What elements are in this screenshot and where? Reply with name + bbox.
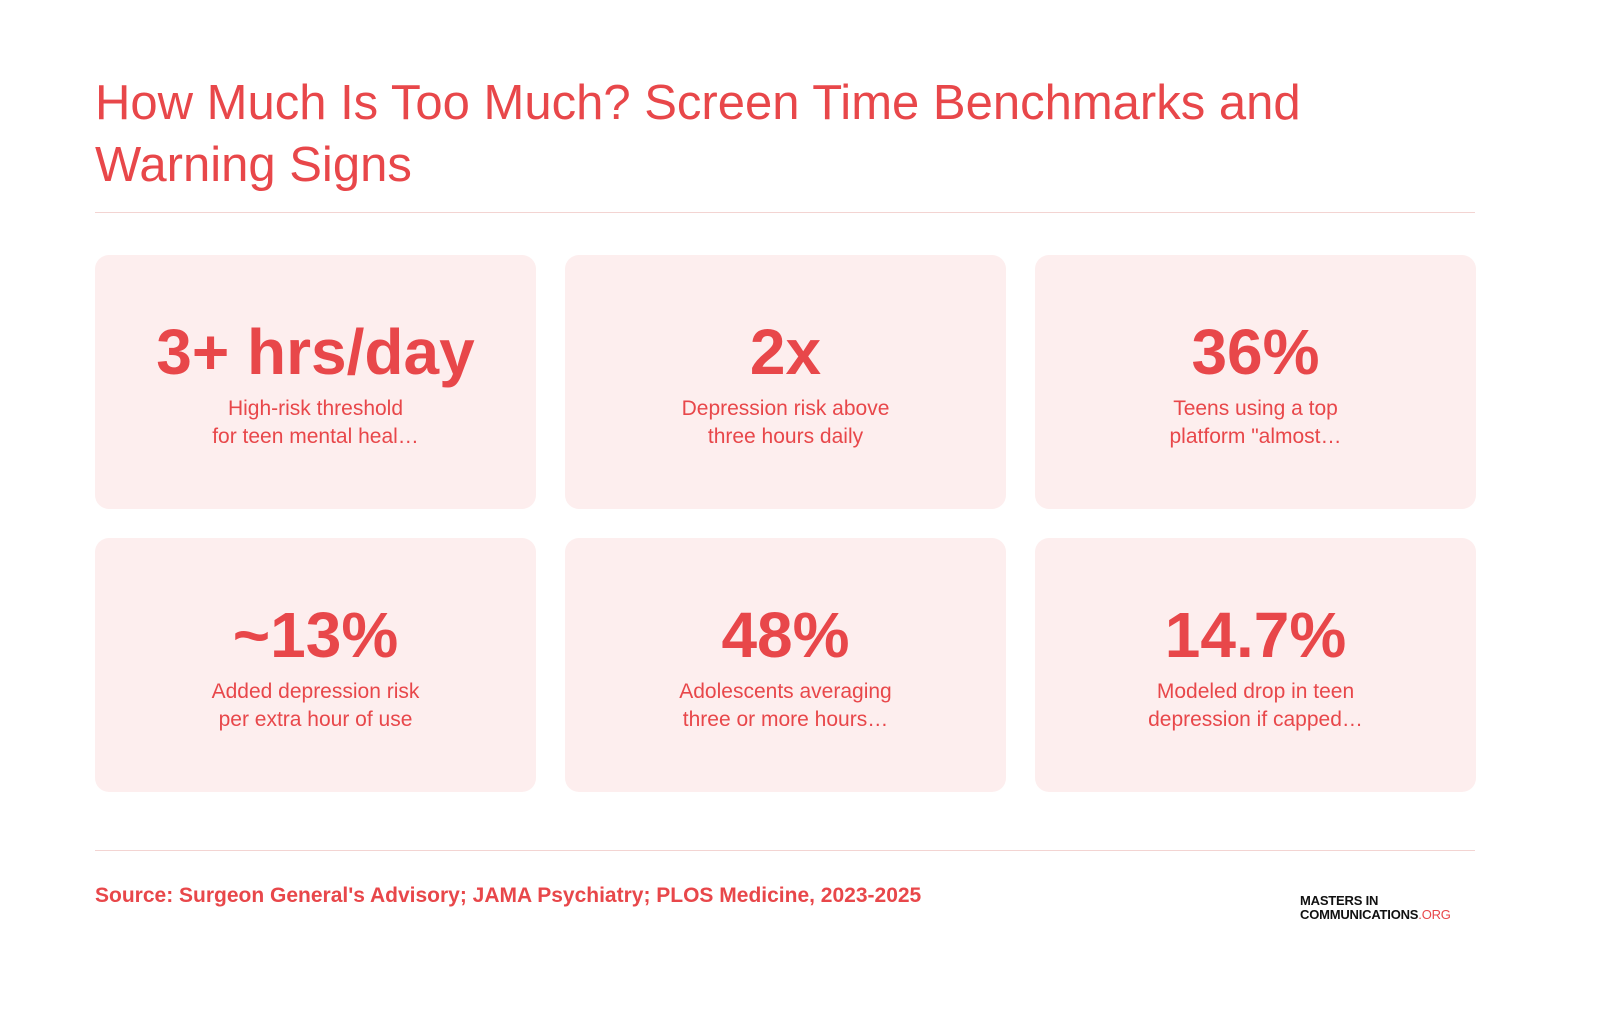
divider [95,212,1475,213]
stat-description: Added depression risk per extra hour of u… [212,678,420,734]
stat-description: Depression risk above three hours daily [682,395,890,451]
stat-card: 36% Teens using a top platform "almost… [1035,255,1476,509]
stat-card: 48% Adolescents averaging three or more ho… [565,538,1006,792]
stat-value: 48% [721,599,850,671]
stat-card: 3+ hrs/day High-risk threshold for teen me… [95,255,536,509]
stat-value: ~13% [232,599,399,671]
stat-value: 14.7% [1164,599,1347,671]
stat-card: ~13% Added depression risk per extra hour … [95,538,536,792]
logo-text: COMMUNICATIONS [1300,907,1419,922]
description-line: Modeled drop in teen [1156,680,1355,703]
description-line: Teens using a top [1173,397,1338,420]
description-line: three hours daily [707,425,864,448]
logo: MASTERS IN COMMUNICATIONS.ORG [1300,894,1451,922]
divider [95,850,1475,851]
description-line: three or more hours… [682,708,889,731]
description-line: High-risk threshold [227,397,404,420]
description-line: Adolescents averaging [679,680,892,703]
stat-value: 36% [1191,316,1320,388]
logo-line: MASTERS IN [1300,893,1379,908]
source: Source: Surgeon General's Advisory; JAMA… [95,884,922,907]
description-line: per extra hour of use [218,708,413,731]
stat-card: 2x Depression risk above three hours daily [565,255,1006,509]
stat-value: 3+ hrs/day [156,316,475,388]
stat-description: Adolescents averaging three or more hours… [679,678,891,734]
stat-description: Teens using a top platform "almost… [1170,395,1342,451]
stat-value: 2x [749,316,822,388]
description-line: Added depression risk [211,680,420,703]
stat-description: High-risk threshold for teen mental heal… [212,395,419,451]
logo-line: COMMUNICATIONS.ORG [1300,908,1451,922]
card-grid: 3+ hrs/day High-risk threshold for teen me… [95,255,1476,792]
stat-description: Modeled drop in teen depression if capped… [1148,678,1363,734]
description-line: for teen mental heal… [212,425,419,448]
description-line: depression if capped… [1148,708,1363,731]
description-line: Depression risk above [681,397,890,420]
title: How Much Is Too Much? Screen Time Benchm… [95,76,1301,192]
stat-card: 14.7% Modeled drop in teen depression if c… [1035,538,1476,792]
logo-suffix: .ORG [1418,907,1451,922]
description-line: platform "almost… [1169,425,1342,448]
